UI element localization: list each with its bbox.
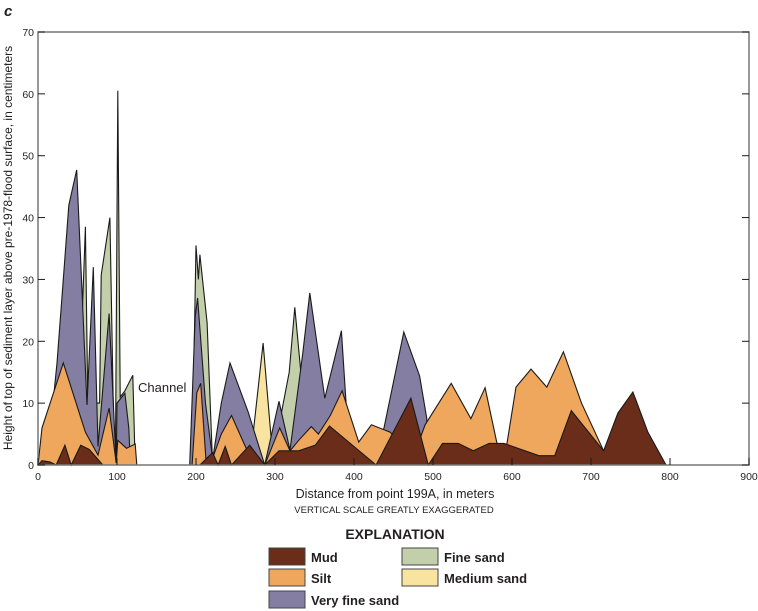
legend-label-mud: Mud (311, 550, 338, 565)
y-axis-label: Height of top of sediment layer above pr… (1, 46, 15, 450)
legend-swatch-medium-sand (401, 568, 439, 587)
sediment-layers (36, 90, 667, 467)
legend-label-silt: Silt (311, 571, 332, 586)
legend-label-medium-sand: Medium sand (444, 571, 527, 586)
legend-label-fine-sand: Fine sand (444, 550, 505, 565)
y-tick-label: 30 (22, 274, 34, 286)
legend-label-very-fine-sand: Very fine sand (311, 593, 399, 608)
channel-annotation: Channel (138, 380, 187, 395)
legend-swatch-mud (268, 547, 306, 566)
mud-layer-1 (198, 390, 667, 467)
legend-title: EXPLANATION (345, 526, 444, 542)
x-tick-label: 600 (503, 471, 521, 483)
y-tick-label: 40 (22, 213, 34, 225)
x-tick-label: 100 (108, 471, 126, 483)
x-tick-label: 900 (740, 471, 758, 483)
x-tick-label: 400 (345, 471, 363, 483)
x-tick-label: 700 (582, 471, 600, 483)
y-tick-label: 10 (22, 398, 34, 410)
x-tick-label: 800 (661, 471, 679, 483)
y-tick-label: 20 (22, 336, 34, 348)
panel-label: C (4, 3, 13, 20)
axes: 0 100 200 300 400 500 600 700 800 900 0 10 20 30 40 50 6… (22, 27, 758, 483)
scale-note: VERTICAL SCALE GREATLY EXAGGERATED (294, 505, 494, 516)
x-tick-label: 0 (35, 471, 41, 483)
y-tick-label: 60 (22, 89, 34, 101)
legend-swatch-very-fine-sand (268, 590, 306, 609)
x-tick-label: 300 (266, 471, 284, 483)
y-tick-label: 50 (22, 151, 34, 163)
legend-swatch-fine-sand (401, 547, 439, 566)
plot-frame (37, 31, 750, 466)
mud-layer-0 (36, 443, 105, 467)
legend-swatch-silt (268, 568, 306, 587)
silt-layer-0 (37, 361, 138, 466)
legend: Mud Silt Very fine sand Fine sand Medium san… (268, 547, 527, 609)
y-tick-label: 0 (28, 460, 34, 472)
y-tick-label: 70 (22, 27, 34, 39)
x-tick-label: 500 (424, 471, 442, 483)
x-axis-label: Distance from point 199A, in meters (296, 487, 495, 501)
x-tick-label: 200 (187, 471, 205, 483)
